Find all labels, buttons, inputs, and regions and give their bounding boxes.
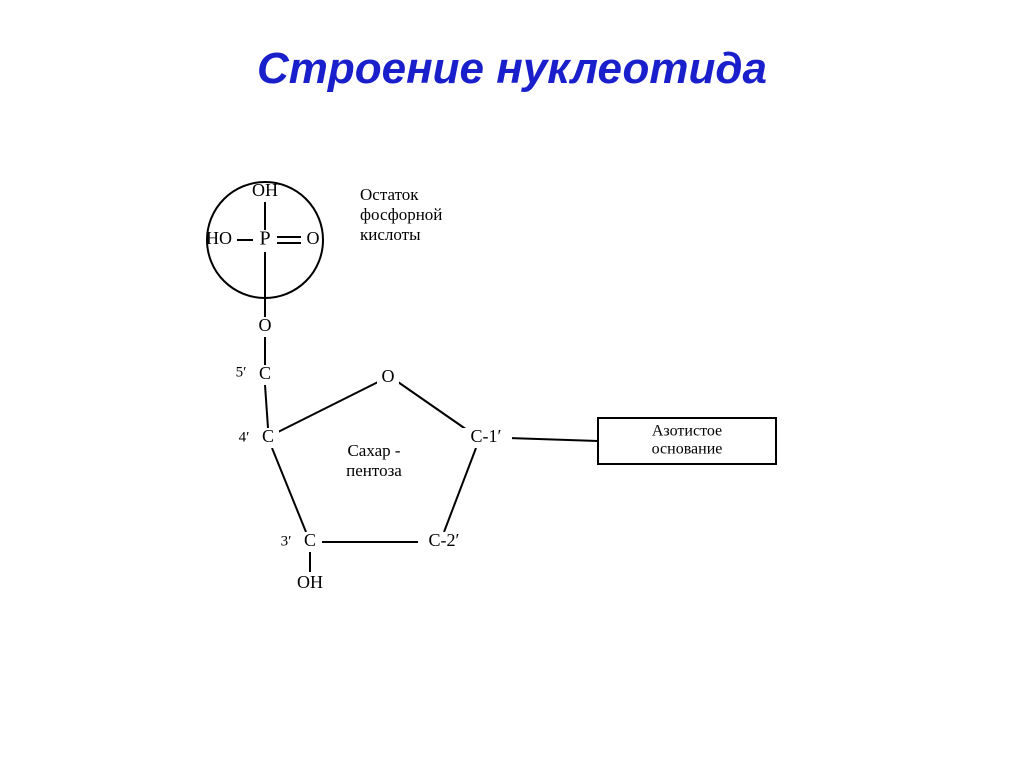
phosphate-annotation-line: Остаток [360,185,419,204]
nucleotide-diagram: P OH HO O Остатокфосфорнойкислоты O C 5′ O C 4′ C-1… [0,0,1024,767]
phosphate-ho-left: HO [206,228,232,248]
c3-oh-label: OH [297,572,323,592]
pentose-label-line2: пентоза [346,461,402,480]
c1-atom: C-1′ [471,426,502,446]
c4-atom: C [262,426,274,446]
phosphate-oh-top: OH [252,180,278,200]
c4-prime-label: 4′ [239,429,250,445]
phosphate-o-right: O [307,228,320,248]
nitrogen-base-label-2: основание [652,441,723,458]
c5-prime-label: 5′ [236,364,247,380]
c5-atom: C [259,363,271,383]
phosphate-annotation-line: фосфорной [360,205,442,224]
nitrogen-base-label-1: Азотистое [652,423,722,440]
phosphorus-atom: P [259,228,270,250]
c3-atom: C [304,530,316,550]
linker-oxygen: O [259,315,272,335]
c3-prime-label: 3′ [281,533,292,549]
page-title: Строение нуклеотида [0,44,1024,94]
pentose-label-line1: Сахар - [347,441,400,460]
phosphate-annotation-line: кислоты [360,225,421,244]
c2-atom: C-2′ [429,530,460,550]
pentose-top-oxygen: O [382,366,395,386]
